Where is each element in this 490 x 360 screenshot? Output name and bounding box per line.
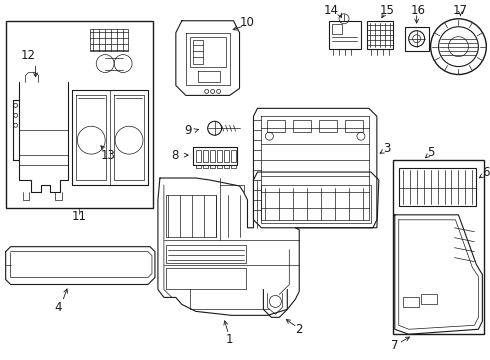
Text: 6: 6 (483, 166, 490, 179)
Bar (403, 297, 418, 307)
Bar (262, 185, 371, 223)
Bar (217, 150, 221, 162)
Bar (196, 150, 201, 162)
Bar (166, 245, 245, 262)
Text: 12: 12 (21, 49, 36, 62)
Bar (319, 120, 337, 132)
Bar (332, 24, 342, 34)
Bar (193, 147, 237, 165)
Bar (367, 21, 393, 49)
Bar (345, 120, 363, 132)
Text: 13: 13 (101, 149, 116, 162)
Bar (399, 168, 476, 206)
Bar (393, 160, 484, 334)
Text: 3: 3 (383, 141, 391, 155)
Bar (90, 29, 128, 51)
Bar (223, 150, 229, 162)
Bar (294, 120, 311, 132)
Text: 7: 7 (391, 339, 398, 352)
Bar (6, 21, 153, 208)
Text: 15: 15 (379, 4, 394, 17)
Text: 2: 2 (295, 323, 303, 336)
Text: 17: 17 (453, 4, 468, 17)
Bar (190, 37, 225, 67)
Text: 11: 11 (72, 210, 87, 223)
Bar (193, 40, 203, 64)
Bar (203, 150, 208, 162)
Text: 16: 16 (411, 4, 426, 17)
Bar (166, 195, 216, 237)
Text: 8: 8 (171, 149, 178, 162)
Text: 4: 4 (55, 301, 62, 314)
Text: 9: 9 (184, 124, 192, 137)
Text: 5: 5 (427, 146, 434, 159)
Text: 14: 14 (323, 4, 339, 17)
Bar (231, 150, 236, 162)
Bar (166, 267, 245, 289)
Bar (405, 27, 429, 51)
Text: 1: 1 (226, 333, 233, 346)
Text: 10: 10 (240, 16, 255, 29)
Bar (268, 120, 285, 132)
Bar (329, 21, 361, 49)
Bar (420, 294, 437, 305)
Bar (210, 150, 215, 162)
